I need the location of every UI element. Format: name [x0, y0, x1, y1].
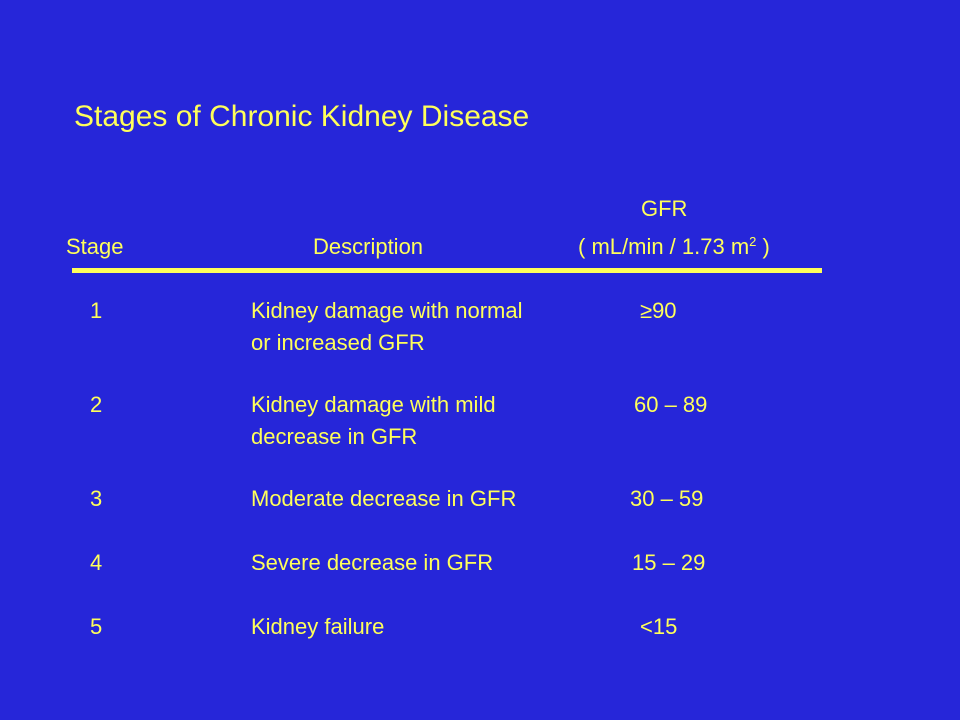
row-gfr: ≥90 [640, 298, 677, 323]
table-row: 5 Kidney failure <15 [0, 611, 960, 671]
slide-title: Stages of Chronic Kidney Disease [74, 100, 530, 133]
row-description-line1: Severe decrease in GFR [251, 550, 494, 575]
row-stage: 5 [90, 614, 103, 639]
row-stage: 1 [90, 298, 103, 323]
row-stage: 4 [90, 550, 103, 575]
row-stage: 2 [90, 392, 103, 417]
row-description-line1: Kidney damage with mild [251, 392, 496, 417]
row-gfr: 60 – 89 [634, 392, 708, 417]
table-row: 3 Moderate decrease in GFR 30 – 59 [0, 483, 960, 543]
row-gfr: <15 [640, 614, 678, 639]
gfr-unit-superscript: 2 [749, 234, 757, 249]
gfr-unit-text: ( mL/min / 1.73 m [578, 234, 750, 259]
row-description: Severe decrease in GFR [251, 547, 493, 579]
row-description-line2: or increased GFR [251, 330, 425, 355]
row-description: Kidney damage with mild decrease in GFR [251, 389, 496, 453]
row-stage: 3 [90, 486, 103, 511]
row-description-line1: Kidney failure [251, 614, 385, 639]
table-row: 2 Kidney damage with mild decrease in GF… [0, 389, 960, 449]
header-stage: Stage [66, 234, 124, 259]
header-divider [72, 268, 822, 273]
gfr-unit-close: ) [756, 234, 770, 259]
header-gfr: GFR [641, 196, 688, 221]
row-gfr: 30 – 59 [630, 486, 704, 511]
row-gfr: 15 – 29 [632, 550, 706, 575]
table-row: 4 Severe decrease in GFR 15 – 29 [0, 547, 960, 607]
table-row: 1 Kidney damage with normal or increased… [0, 295, 960, 355]
header-description: Description [313, 234, 424, 259]
row-description-line1: Moderate decrease in GFR [251, 486, 517, 511]
row-description: Kidney failure [251, 611, 384, 643]
row-description: Moderate decrease in GFR [251, 483, 516, 515]
row-description-line1: Kidney damage with normal [251, 298, 523, 323]
header-gfr-unit: ( mL/min / 1.73 m2 ) [578, 234, 770, 260]
row-description-line2: decrease in GFR [251, 424, 418, 449]
row-description: Kidney damage with normal or increased G… [251, 295, 522, 359]
